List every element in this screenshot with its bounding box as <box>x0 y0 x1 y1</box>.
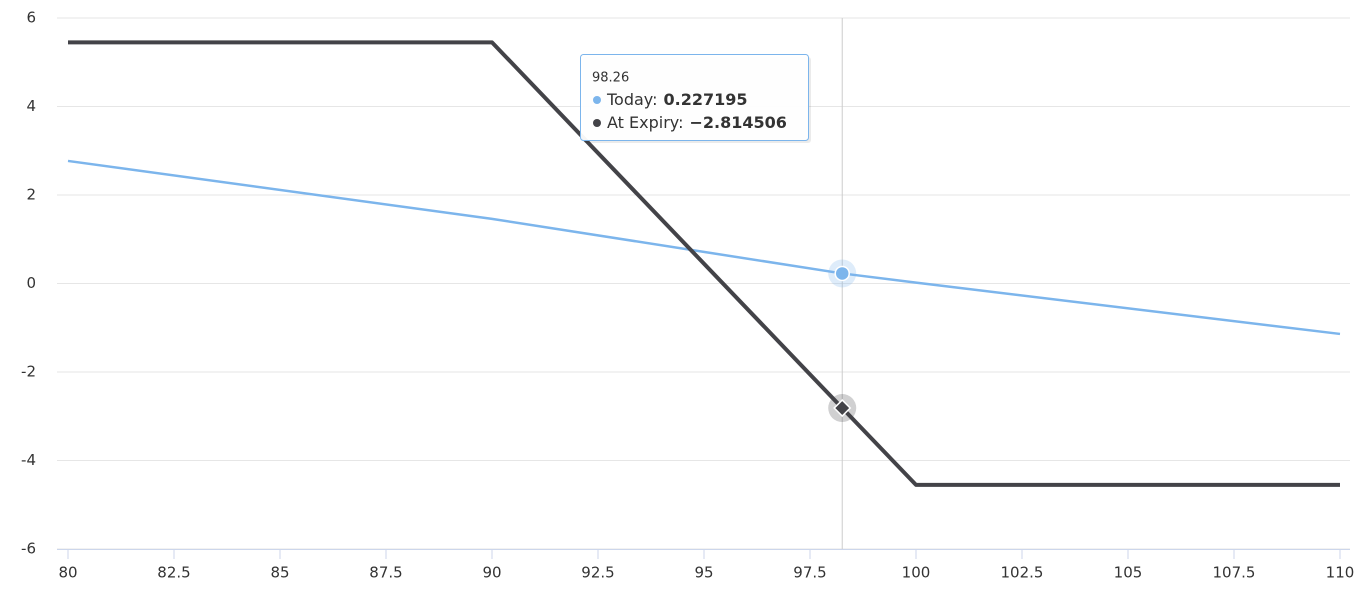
x-tick-label: 82.5 <box>157 564 190 582</box>
series-line <box>67 159 1341 336</box>
y-tick-label: -2 <box>21 363 36 381</box>
tooltip-row: At Expiry: −2.814506 <box>607 113 787 132</box>
x-tick-label: 97.5 <box>793 564 826 582</box>
x-tick-label: 110 <box>1326 564 1355 582</box>
tooltip: 98.26 Today: 0.227195 At Expiry: −2.814506 <box>580 54 811 143</box>
x-tick-label: 87.5 <box>369 564 402 582</box>
x-tick-label: 80 <box>58 564 77 582</box>
x-tick-label: 85 <box>270 564 289 582</box>
tooltip-box <box>580 54 809 141</box>
tooltip-row: Today: 0.227195 <box>606 90 748 109</box>
x-tick-label: 102.5 <box>1001 564 1044 582</box>
tooltip-label: Today: <box>606 90 658 109</box>
y-tick-label: 2 <box>26 186 36 204</box>
y-tick-label: 4 <box>26 97 36 115</box>
tooltip-dot <box>593 119 601 127</box>
y-tick-label: 0 <box>26 274 36 292</box>
x-tick-label: 105 <box>1114 564 1143 582</box>
tooltip-label: At Expiry: <box>607 113 683 132</box>
tooltip-value: −2.814506 <box>689 113 786 132</box>
x-tick-label: 92.5 <box>581 564 614 582</box>
hover-point <box>833 398 852 418</box>
x-tick-label: 100 <box>902 564 931 582</box>
y-tick-label: -6 <box>21 540 36 558</box>
x-tick-label: 95 <box>694 564 713 582</box>
x-tick-label: 107.5 <box>1213 564 1256 582</box>
hover-point <box>834 265 850 282</box>
y-tick-label: -4 <box>21 451 36 469</box>
tooltip-value: 0.227195 <box>664 90 748 109</box>
y-tick-label: 6 <box>26 9 36 27</box>
x-tick-label: 90 <box>482 564 501 582</box>
tooltip-dot <box>593 96 601 104</box>
tooltip-header: 98.26 <box>592 71 629 86</box>
